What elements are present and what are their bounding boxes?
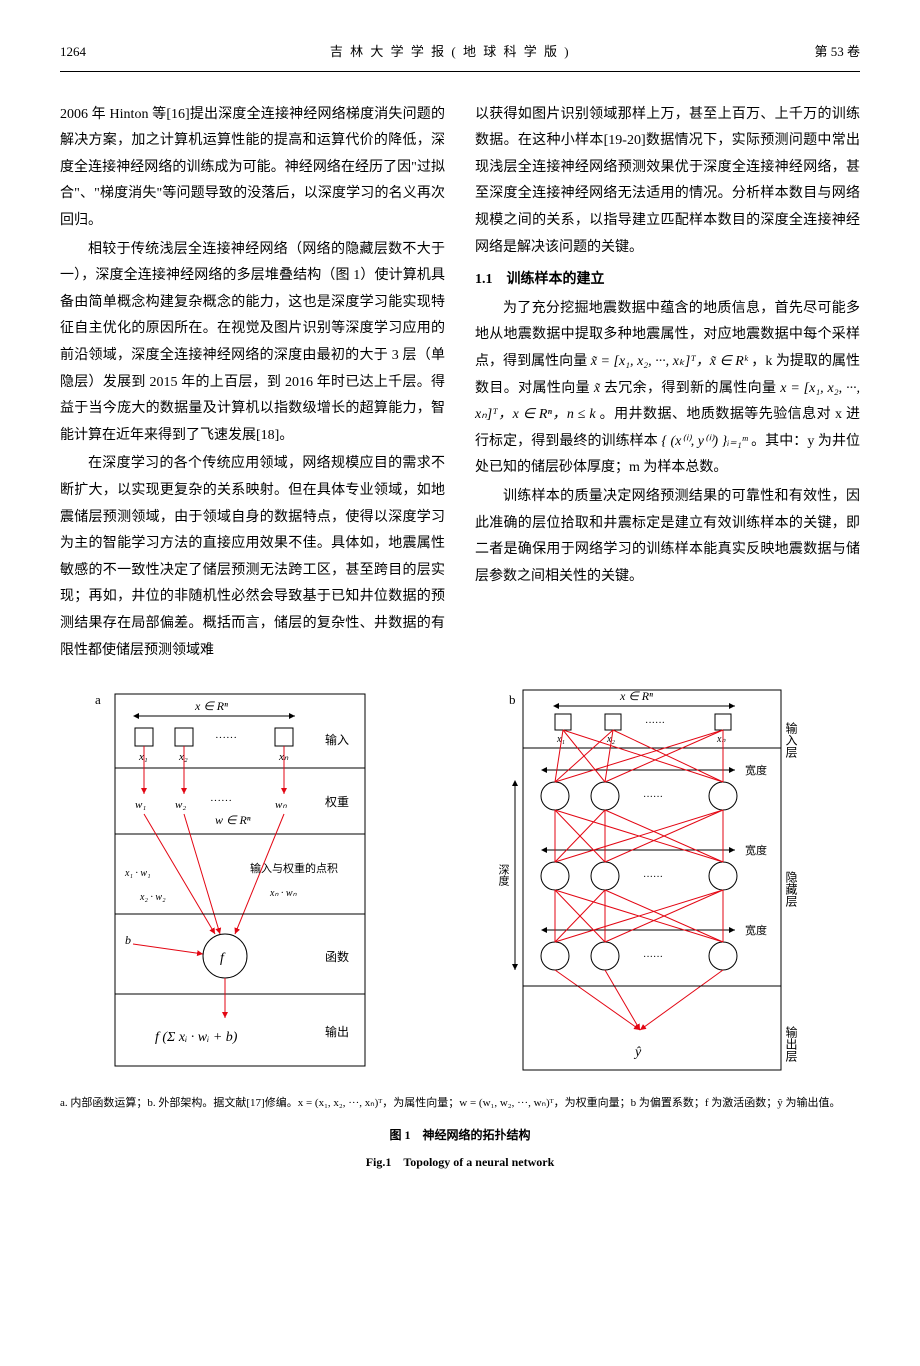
input-label: x₁ — [138, 751, 148, 763]
panel-outline — [115, 694, 365, 1066]
paragraph: 为了充分挖掘地震数据中蕴含的地质信息，首先尽可能多地从地震数据中提取多种地震属性… — [475, 296, 860, 482]
math: x̃ = [x₁, x₂, ···, xₖ]ᵀ，x̃ ∈ Rᵏ — [591, 354, 748, 369]
product-edge — [144, 814, 215, 934]
row-label: 输入与权重的点积 — [250, 861, 338, 875]
svg-text:······: ······ — [643, 792, 663, 803]
input-label: xₙ — [278, 751, 289, 763]
depth-label: 深度 — [497, 864, 510, 887]
caption-en: Fig.1 Topology of a neural network — [60, 1151, 860, 1174]
network-edges — [555, 730, 723, 1030]
page-number: 1264 — [60, 40, 86, 65]
row-label: 输出 — [325, 1024, 349, 1039]
journal-title: 吉 林 大 学 学 报 ( 地 球 科 学 版 ) — [330, 40, 571, 65]
width-label: 宽度 — [745, 923, 767, 937]
function-symbol: f — [220, 951, 226, 966]
volume: 第 53 卷 — [814, 40, 860, 65]
layer-label: 输出层 — [784, 1025, 798, 1063]
body-columns: 2006 年 Hinton 等[16]提出深度全连接神经网络梯度消失问题的解决方… — [60, 102, 860, 666]
paragraph: 相较于传统浅层全连接神经网络（网络的隐藏层数不大于一），深度全连接神经网络的多层… — [60, 237, 445, 450]
bias-edge — [133, 944, 203, 954]
input-node — [555, 714, 571, 730]
w-domain: w ∈ Rⁿ — [215, 813, 251, 827]
product-label: x₂ · w₂ — [139, 892, 166, 903]
caption-cn: 图 1 神经网络的拓扑结构 — [60, 1124, 860, 1147]
layer-label: 输入层 — [784, 721, 798, 759]
right-column: 以获得如图片识别领域那样上万，甚至上百万、上千万的训练数据。在这种小样本[19-… — [475, 102, 860, 666]
figure-note: a. 内部函数运算；b. 外部架构。据文献[17]修编。x = (x₁, x₂,… — [60, 1092, 860, 1114]
ellipsis: ······ — [210, 795, 232, 807]
product-label: x₁ · w₁ — [124, 868, 151, 879]
bias-label: b — [125, 933, 131, 947]
function-node — [203, 934, 247, 978]
panel-label: b — [509, 692, 516, 707]
hidden-layers: ······ ······ ······ — [541, 782, 737, 970]
panel-label: a — [95, 692, 101, 707]
math: { (x⁽ⁱ⁾, y⁽ⁱ⁾) }ᵢ₌₁ᵐ — [661, 434, 747, 449]
text: 去冗余，得到新的属性向量 — [600, 381, 780, 396]
figure-panel-a: a x ∈ Rⁿ x₁ x₂ ······ xₙ 输入 — [85, 686, 415, 1076]
section-heading: 1.1 训练样本的建立 — [475, 267, 860, 294]
width-label: 宽度 — [745, 843, 767, 857]
product-label: xₙ · wₙ — [269, 888, 298, 899]
yhat-label: ŷ — [633, 1045, 642, 1060]
weight-label: wₙ — [275, 799, 287, 811]
figure-panels: a x ∈ Rⁿ x₁ x₂ ······ xₙ 输入 — [60, 686, 860, 1076]
svg-text:······: ······ — [643, 952, 663, 963]
paragraph: 以获得如图片识别领域那样上万，甚至上百万、上千万的训练数据。在这种小样本[19-… — [475, 102, 860, 262]
ellipsis: ······ — [645, 718, 665, 729]
x-domain: x ∈ Rⁿ — [194, 699, 228, 713]
input-node — [605, 714, 621, 730]
row-label: 函数 — [325, 949, 349, 964]
input-node — [135, 728, 153, 746]
row-label: 输入 — [325, 732, 349, 747]
svg-text:······: ······ — [643, 872, 663, 883]
figure-1: a x ∈ Rⁿ x₁ x₂ ······ xₙ 输入 — [60, 686, 860, 1174]
input-label: x₂ — [178, 751, 188, 763]
input-node — [275, 728, 293, 746]
figure-caption: 图 1 神经网络的拓扑结构 Fig.1 Topology of a neural… — [60, 1124, 860, 1174]
ellipsis: ······ — [215, 732, 237, 744]
page-header: 1264 吉 林 大 学 学 报 ( 地 球 科 学 版 ) 第 53 卷 — [60, 40, 860, 72]
left-column: 2006 年 Hinton 等[16]提出深度全连接神经网络梯度消失问题的解决方… — [60, 102, 445, 666]
product-edge — [184, 814, 220, 934]
input-node — [715, 714, 731, 730]
paragraph: 在深度学习的各个传统应用领域，网络规模应目的需求不断扩大，以实现更复杂的关系映射… — [60, 451, 445, 664]
input-node — [175, 728, 193, 746]
paragraph: 训练样本的质量决定网络预测结果的可靠性和有效性，因此准确的层位拾取和井震标定是建… — [475, 484, 860, 590]
figure-panel-b: b x ∈ Rⁿ x₁ x₂ ······ xₙ 输入层 ······ ····… — [475, 686, 835, 1076]
row-label: 权重 — [325, 795, 349, 809]
weight-label: w₁ — [135, 799, 146, 811]
paragraph: 2006 年 Hinton 等[16]提出深度全连接神经网络梯度消失问题的解决方… — [60, 102, 445, 235]
input-label: xₙ — [716, 734, 726, 745]
weight-label: w₂ — [175, 799, 186, 811]
x-domain: x ∈ Rⁿ — [619, 689, 653, 703]
output-expr: f (Σ xᵢ · wᵢ + b) — [155, 1030, 238, 1045]
width-label: 宽度 — [745, 763, 767, 777]
layer-label: 隐藏层 — [784, 871, 798, 908]
